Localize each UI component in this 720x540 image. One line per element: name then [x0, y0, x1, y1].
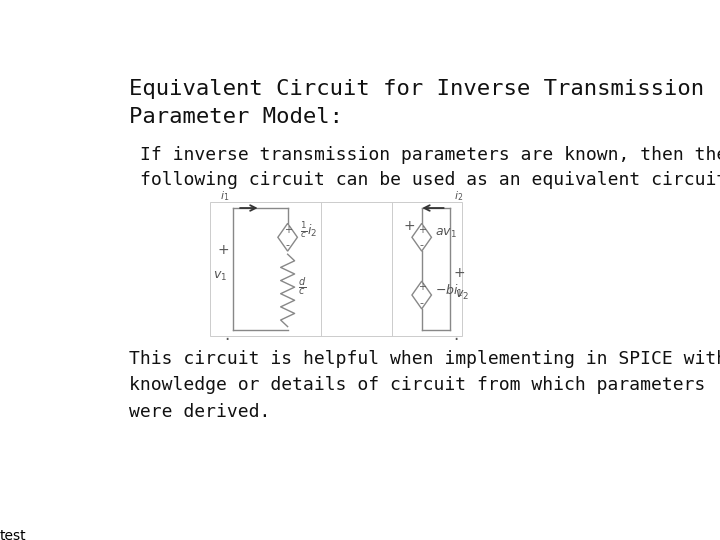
Text: This circuit is helpful when implementing in SPICE without
knowledge or details : This circuit is helpful when implementin… — [129, 350, 720, 421]
Bar — [210, 202, 321, 336]
Text: $-bi_1$: $-bi_1$ — [435, 283, 463, 299]
Text: If inverse transmission parameters are known, then the
following circuit can be : If inverse transmission parameters are k… — [140, 146, 720, 188]
Text: +: + — [404, 219, 415, 233]
Text: +: + — [454, 266, 465, 280]
Text: $\frac{1}{c}i_2$: $\frac{1}{c}i_2$ — [300, 221, 318, 241]
Text: +: + — [284, 225, 292, 235]
Text: $i_1$: $i_1$ — [220, 190, 230, 204]
Text: $av_1$: $av_1$ — [435, 227, 456, 240]
Text: .: . — [224, 326, 230, 344]
Text: +: + — [218, 242, 230, 256]
Text: test: test — [0, 529, 27, 540]
Text: +: + — [418, 282, 426, 292]
Text: Equivalent Circuit for Inverse Transmission
Parameter Model:: Equivalent Circuit for Inverse Transmiss… — [129, 79, 704, 127]
Text: -: - — [420, 298, 423, 308]
Bar — [392, 202, 462, 336]
Text: -: - — [286, 240, 289, 250]
Text: .: . — [454, 326, 459, 344]
Text: +: + — [418, 225, 426, 235]
Text: $v_2$: $v_2$ — [455, 289, 469, 302]
Text: -: - — [420, 240, 423, 250]
Text: $i_2$: $i_2$ — [454, 190, 464, 204]
Text: $v_1$: $v_1$ — [213, 270, 228, 283]
Text: $\frac{d}{c}$: $\frac{d}{c}$ — [299, 275, 307, 298]
